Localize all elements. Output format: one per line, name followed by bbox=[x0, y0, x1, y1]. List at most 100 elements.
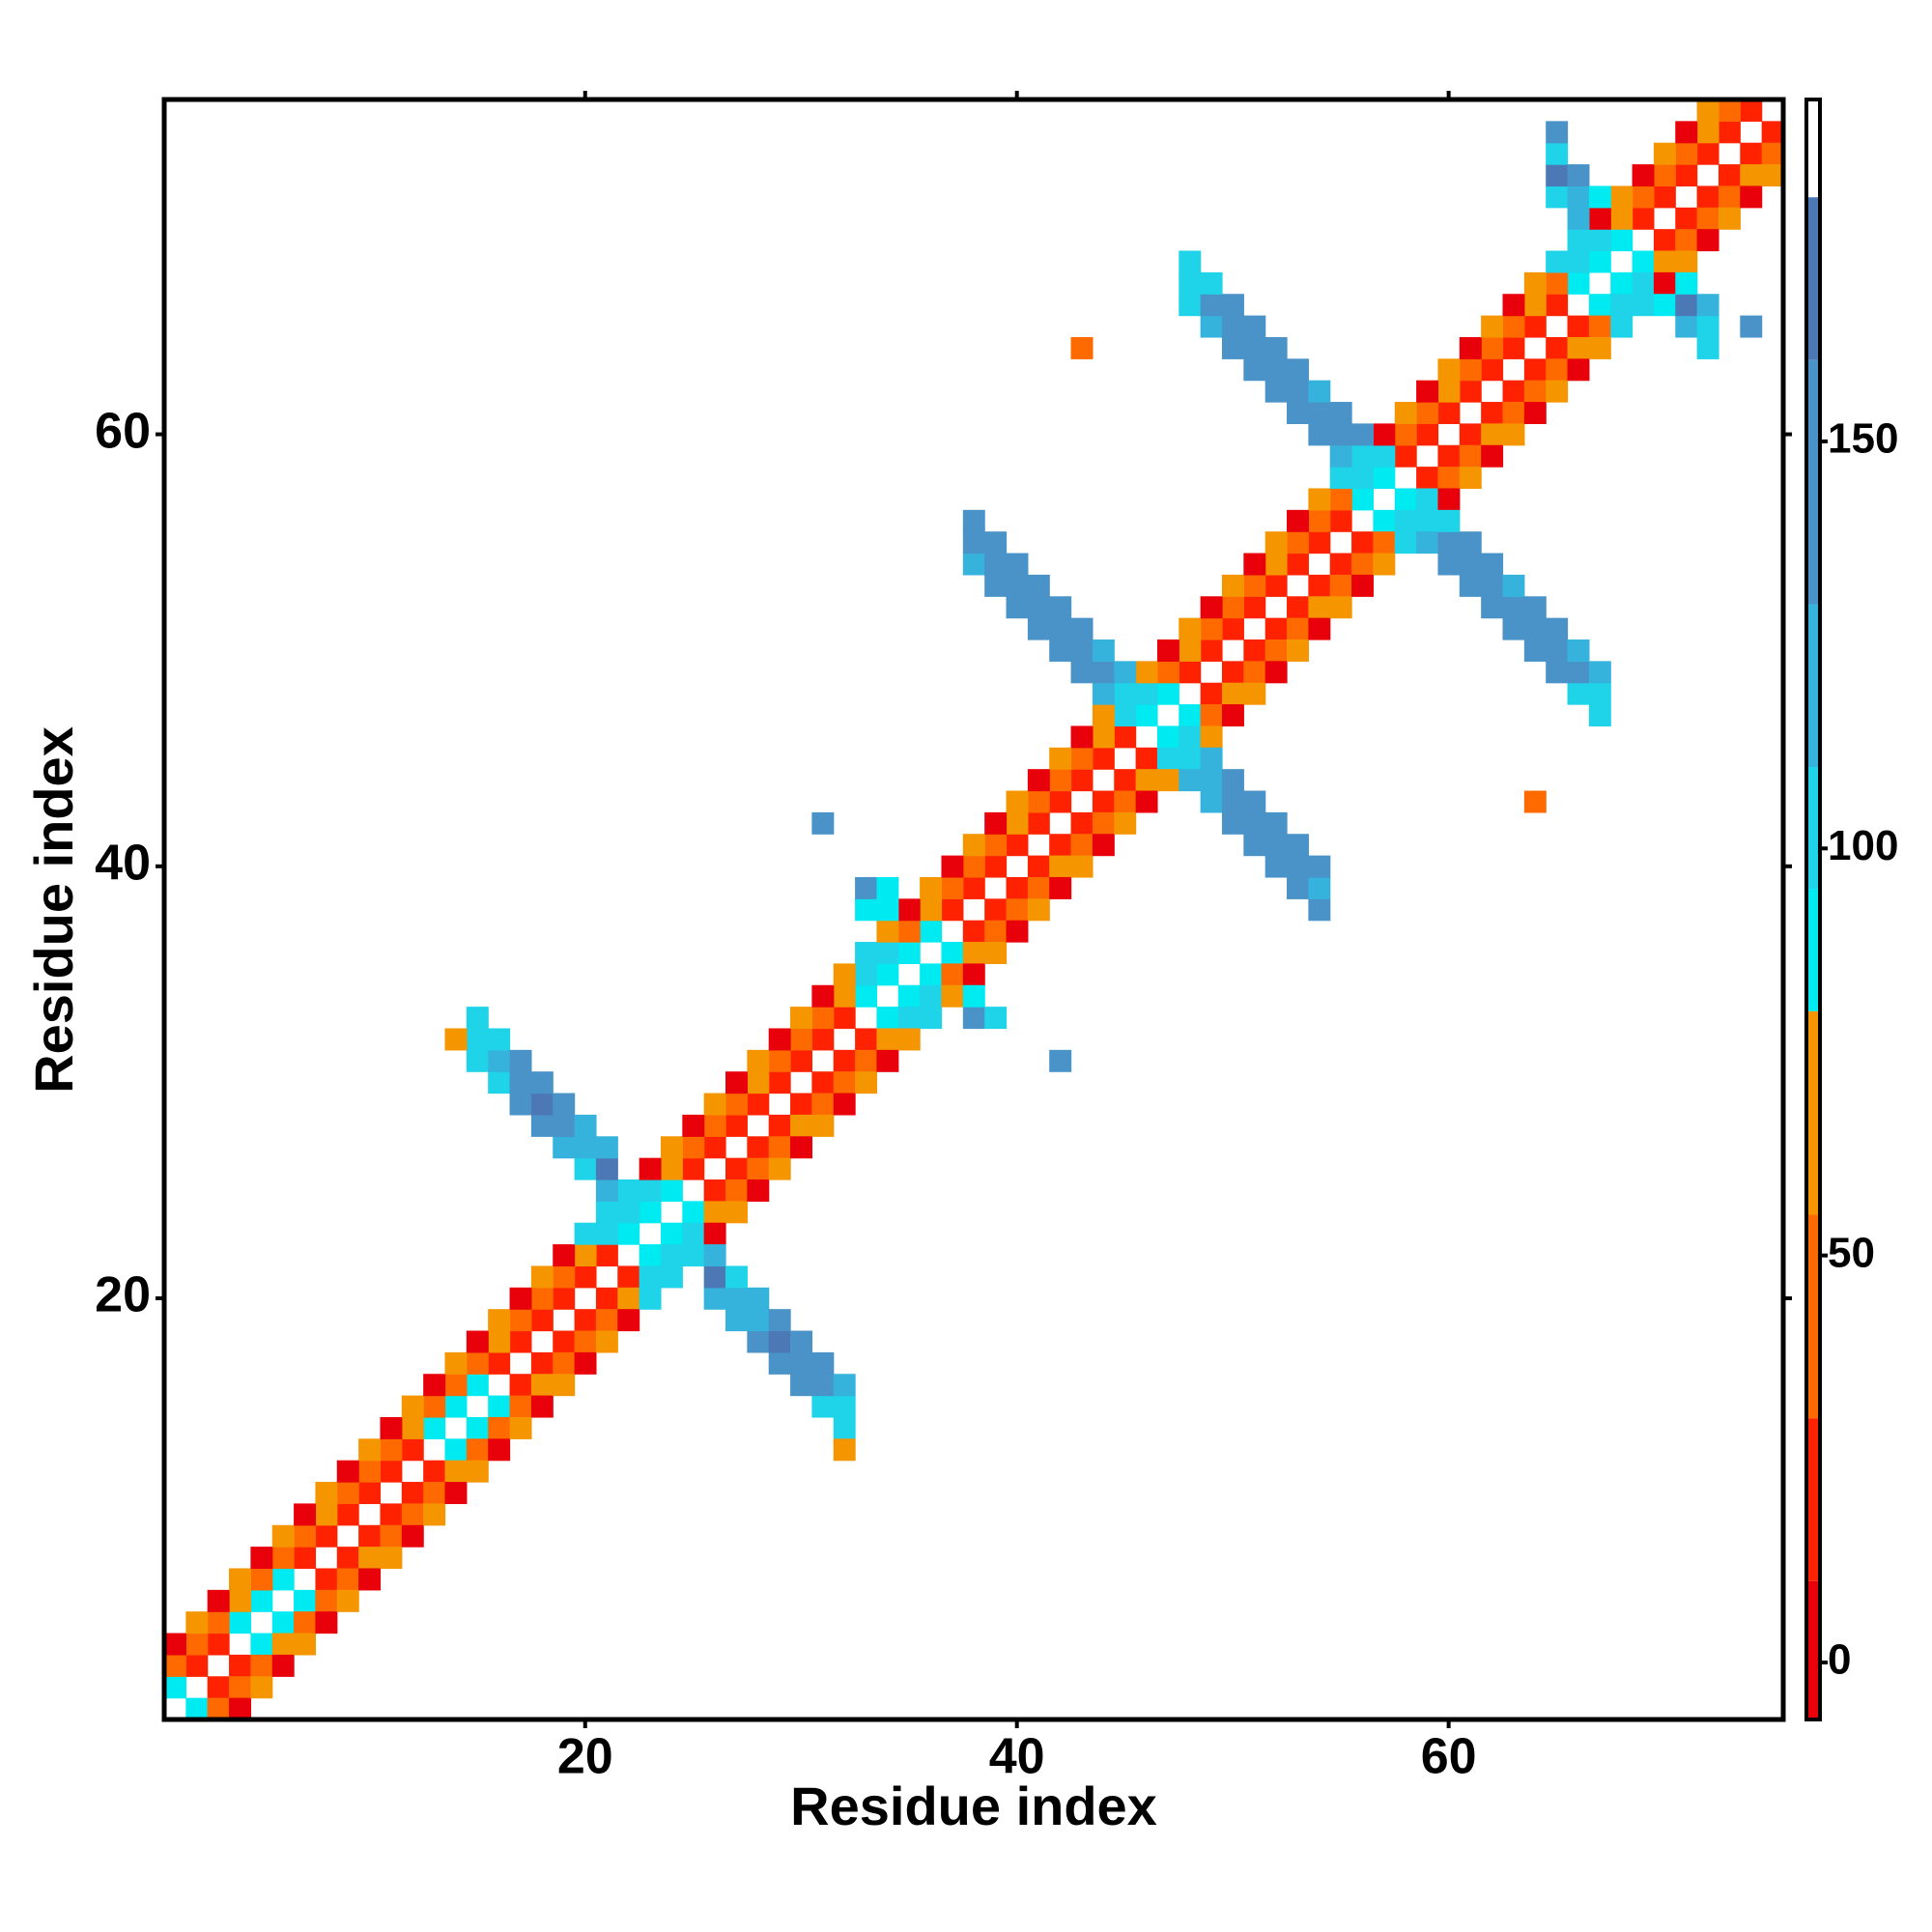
heatmap-cell bbox=[703, 1201, 726, 1224]
heatmap-cell bbox=[1761, 142, 1784, 165]
heatmap-cell bbox=[358, 1524, 382, 1548]
heatmap-cell bbox=[595, 1179, 618, 1202]
heatmap-cell bbox=[725, 1201, 748, 1224]
heatmap-cell bbox=[1588, 682, 1611, 705]
heatmap-cell bbox=[380, 1460, 403, 1483]
heatmap-cell bbox=[1092, 704, 1115, 727]
heatmap-cell bbox=[1481, 444, 1504, 468]
heatmap-cell bbox=[941, 984, 964, 1008]
heatmap-cell bbox=[833, 1395, 856, 1418]
heatmap-cell bbox=[1437, 488, 1461, 511]
heatmap-cell bbox=[1523, 380, 1547, 403]
heatmap-cell bbox=[725, 1179, 748, 1202]
heatmap-cell bbox=[444, 1374, 468, 1397]
x-tick-label: 60 bbox=[1421, 1729, 1477, 1785]
heatmap-cell bbox=[1243, 315, 1266, 338]
heatmap-cell bbox=[725, 1093, 748, 1116]
heatmap-cell bbox=[962, 553, 985, 576]
heatmap-cell bbox=[1329, 574, 1352, 597]
heatmap-cell bbox=[941, 876, 964, 899]
heatmap-cell bbox=[1027, 855, 1050, 878]
heatmap-cell bbox=[294, 1633, 317, 1656]
heatmap-cell bbox=[488, 1049, 511, 1072]
heatmap-cell bbox=[1351, 423, 1375, 446]
x-axis-label: Residue index bbox=[790, 1776, 1157, 1836]
heatmap-cell bbox=[1308, 509, 1331, 532]
heatmap-cell bbox=[1221, 769, 1244, 792]
heatmap-cell bbox=[423, 1416, 446, 1439]
plot-frame bbox=[161, 97, 1786, 1722]
heatmap-cell bbox=[1632, 164, 1655, 187]
heatmap-cell bbox=[1373, 444, 1396, 468]
heatmap-cell bbox=[1092, 639, 1115, 662]
heatmap-cell bbox=[1696, 229, 1719, 252]
heatmap-cell bbox=[703, 1136, 726, 1159]
heatmap-cell bbox=[1718, 207, 1741, 230]
heatmap-cell bbox=[833, 1416, 856, 1439]
heatmap-cell bbox=[1200, 769, 1223, 792]
heatmap-cell bbox=[876, 876, 899, 899]
heatmap-cell bbox=[747, 1330, 770, 1353]
heatmap-cell bbox=[250, 1547, 273, 1570]
colorbar-tick-label: 50 bbox=[1828, 1229, 1875, 1276]
heatmap-cell bbox=[1567, 164, 1590, 187]
heatmap-cell bbox=[1027, 617, 1050, 640]
heatmap-cell bbox=[1588, 315, 1611, 338]
heatmap-cell bbox=[530, 1114, 554, 1137]
x-tick-label: 20 bbox=[557, 1729, 613, 1785]
heatmap-cell bbox=[1221, 682, 1244, 705]
heatmap-cell bbox=[595, 1136, 618, 1159]
heatmap-cell bbox=[595, 1201, 618, 1224]
heatmap-cell bbox=[962, 942, 985, 964]
heatmap-cell bbox=[725, 1114, 748, 1137]
heatmap-cell bbox=[897, 1028, 921, 1051]
heatmap-cell bbox=[1567, 271, 1590, 295]
heatmap-cell bbox=[423, 1374, 446, 1397]
heatmap-cell bbox=[444, 1438, 468, 1462]
heatmap-cell bbox=[1588, 229, 1611, 252]
y-tick-label: 20 bbox=[95, 1267, 151, 1323]
heatmap-cell bbox=[1114, 811, 1137, 835]
heatmap-cell bbox=[466, 1351, 489, 1375]
heatmap-cell bbox=[466, 1374, 489, 1397]
heatmap-cell bbox=[1243, 596, 1266, 619]
heatmap-cell bbox=[855, 1049, 878, 1072]
heatmap-cell bbox=[1394, 531, 1417, 554]
heatmap-cell bbox=[984, 811, 1008, 835]
heatmap-cell bbox=[1481, 358, 1504, 382]
heatmap-cell bbox=[1114, 661, 1137, 684]
heatmap-cell bbox=[811, 811, 835, 835]
heatmap-cell bbox=[250, 1568, 273, 1591]
heatmap-cell bbox=[1502, 574, 1525, 597]
heatmap-cell bbox=[229, 1676, 251, 1699]
heatmap-cell bbox=[1200, 747, 1223, 770]
heatmap-cell bbox=[1502, 423, 1525, 446]
heatmap-cell bbox=[660, 1157, 683, 1180]
heatmap-cell bbox=[1049, 1049, 1072, 1072]
heatmap-cell bbox=[1006, 834, 1029, 857]
heatmap-cell bbox=[574, 1244, 597, 1267]
heatmap-cell bbox=[1567, 250, 1590, 273]
heatmap-cell bbox=[1287, 553, 1309, 576]
heatmap-cell bbox=[1200, 617, 1223, 640]
heatmap-cell bbox=[1070, 769, 1094, 792]
heatmap-cell bbox=[553, 1351, 576, 1375]
heatmap-cell bbox=[811, 1395, 835, 1418]
heatmap-cell bbox=[1287, 876, 1309, 899]
heatmap-cell bbox=[1546, 358, 1569, 382]
heatmap-cell bbox=[1761, 164, 1784, 187]
heatmap-cell bbox=[876, 920, 899, 943]
heatmap-cell bbox=[747, 1071, 770, 1094]
heatmap-cell bbox=[682, 1222, 705, 1245]
heatmap-cell bbox=[380, 1416, 403, 1439]
heatmap-cell bbox=[509, 1416, 532, 1439]
heatmap-cell bbox=[1546, 617, 1569, 640]
heatmap-cell bbox=[1006, 876, 1029, 899]
heatmap-cell bbox=[1308, 423, 1331, 446]
heatmap-cell bbox=[1675, 142, 1698, 165]
heatmap-cell bbox=[962, 855, 985, 878]
heatmap-cell bbox=[509, 1071, 532, 1094]
heatmap-cell bbox=[271, 1547, 295, 1570]
heatmap-cell bbox=[207, 1676, 230, 1699]
heatmap-cell bbox=[1588, 661, 1611, 684]
